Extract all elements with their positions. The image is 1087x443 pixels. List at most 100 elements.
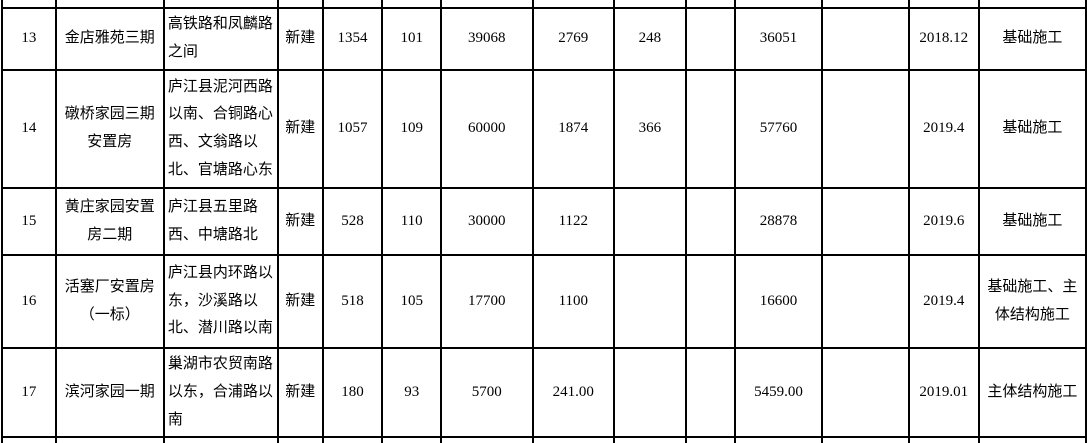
table-cell: 93 bbox=[381, 346, 443, 439]
table-cell bbox=[684, 346, 737, 439]
table-cell: 180 bbox=[321, 346, 384, 439]
table-cell bbox=[684, 187, 737, 256]
table-cell: 1874 bbox=[531, 69, 616, 189]
table-cell: 60000 bbox=[440, 69, 534, 189]
table-cell bbox=[684, 254, 737, 349]
table-cell: 高铁路和凤麟路之间 bbox=[162, 7, 279, 71]
table-cell bbox=[977, 436, 1087, 443]
table-cell bbox=[734, 436, 823, 443]
table-cell bbox=[907, 436, 980, 443]
table-cell: 滨河家园一期 bbox=[54, 346, 165, 439]
table-cell: 105 bbox=[381, 254, 443, 349]
table-cell bbox=[907, 0, 980, 9]
table-cell bbox=[613, 187, 687, 256]
table-cell: 241.00 bbox=[531, 346, 616, 439]
table-cell: 366 bbox=[613, 69, 687, 189]
table-cell: 2019.01 bbox=[907, 346, 980, 439]
table-cell: 248 bbox=[613, 7, 687, 71]
table-cell: 518 bbox=[321, 254, 384, 349]
table-cell: 2769 bbox=[531, 7, 616, 71]
table-cell bbox=[321, 436, 384, 443]
table-cell: 110 bbox=[381, 187, 443, 256]
table-cell: 庐江县内环路以东，沙溪路以北、潜川路以南 bbox=[162, 254, 279, 349]
table-cell: 基础施工、主体结构施工 bbox=[977, 254, 1087, 349]
table-cell: 基础施工 bbox=[977, 187, 1087, 256]
table-cell: 新建 bbox=[276, 7, 324, 71]
table-row: 17 滨河家园一期 巢湖市农贸南路以东，合浦路以南 新建 180 93 5700 241.00… bbox=[1, 346, 1087, 439]
table-cell bbox=[381, 0, 443, 9]
table-cell bbox=[684, 0, 737, 9]
table-cell: 1100 bbox=[531, 254, 616, 349]
table-cell: 1354 bbox=[321, 7, 384, 71]
table-cell bbox=[613, 436, 687, 443]
table-cell bbox=[162, 0, 279, 9]
table-cell: 1057 bbox=[321, 69, 384, 189]
table-cell bbox=[684, 436, 737, 443]
table-cell bbox=[321, 0, 384, 9]
table-cell: 17 bbox=[1, 346, 57, 439]
table-cell bbox=[440, 0, 534, 9]
table-cell: 2019.4 bbox=[907, 69, 980, 189]
table-row: 16 活塞厂安置房（一标） 庐江县内环路以东，沙溪路以北、潜川路以南 新建 518 105… bbox=[1, 254, 1087, 349]
table-cell: 庐江县五里路西、中塘路北 bbox=[162, 187, 279, 256]
table-cell bbox=[977, 0, 1087, 9]
table-cell: 528 bbox=[321, 187, 384, 256]
table-cell: 16600 bbox=[734, 254, 823, 349]
table-cell: 活塞厂安置房（一标） bbox=[54, 254, 165, 349]
table-cell: 28878 bbox=[734, 187, 823, 256]
table-cell: 14 bbox=[1, 69, 57, 189]
table-cell: 30000 bbox=[440, 187, 534, 256]
table-cell bbox=[820, 0, 910, 9]
table-cell: 基础施工 bbox=[977, 7, 1087, 71]
table-cell: 巢湖市农贸南路以东，合浦路以南 bbox=[162, 346, 279, 439]
table-cell bbox=[820, 346, 910, 439]
table-cell: 2019.4 bbox=[907, 254, 980, 349]
table-cell bbox=[820, 7, 910, 71]
table-cell: 17700 bbox=[440, 254, 534, 349]
table-cell: 109 bbox=[381, 69, 443, 189]
table-cell bbox=[684, 7, 737, 71]
table-cell: 36051 bbox=[734, 7, 823, 71]
table-cell bbox=[613, 254, 687, 349]
table-cell: 101 bbox=[381, 7, 443, 71]
table-cell: 基础施工 bbox=[977, 69, 1087, 189]
table-cell bbox=[531, 436, 616, 443]
table-cell bbox=[684, 69, 737, 189]
table-cell: 新建 bbox=[276, 69, 324, 189]
table-cell bbox=[820, 254, 910, 349]
table-cell: 5459.00 bbox=[734, 346, 823, 439]
table-cell: 16 bbox=[1, 254, 57, 349]
table-cell bbox=[440, 436, 534, 443]
table-cell: 礅桥家园三期安置房 bbox=[54, 69, 165, 189]
table-cell: 13 bbox=[1, 7, 57, 71]
table-cell bbox=[613, 346, 687, 439]
table-row: 15 黄庄家园安置房二期 庐江县五里路西、中塘路北 新建 528 110 30000 1122… bbox=[1, 187, 1087, 256]
table-cell bbox=[381, 436, 443, 443]
table-cell: 5700 bbox=[440, 346, 534, 439]
table-row-partial bbox=[1, 0, 1087, 9]
table-cell bbox=[734, 0, 823, 9]
table-cell: 黄庄家园安置房二期 bbox=[54, 187, 165, 256]
table-cell bbox=[1, 436, 57, 443]
table-cell bbox=[613, 0, 687, 9]
table-cell bbox=[820, 69, 910, 189]
table-cell bbox=[54, 0, 165, 9]
table-cell: 2019.6 bbox=[907, 187, 980, 256]
table-cell: 新建 bbox=[276, 187, 324, 256]
table-cell: 57760 bbox=[734, 69, 823, 189]
table-cell: 新建 bbox=[276, 346, 324, 439]
table-cell bbox=[820, 187, 910, 256]
table-cell bbox=[531, 0, 616, 9]
table-cell bbox=[162, 436, 279, 443]
table-cell: 39068 bbox=[440, 7, 534, 71]
table-cell: 15 bbox=[1, 187, 57, 256]
table-cell: 庐江县泥河西路以南、合铜路心西、文翁路以北、官塘路心东 bbox=[162, 69, 279, 189]
table-cell bbox=[820, 436, 910, 443]
table-row: 14 礅桥家园三期安置房 庐江县泥河西路以南、合铜路心西、文翁路以北、官塘路心东 新建… bbox=[1, 69, 1087, 189]
table-cell: 1122 bbox=[531, 187, 616, 256]
table-cell bbox=[276, 436, 324, 443]
table-cell bbox=[276, 0, 324, 9]
table-cell: 新建 bbox=[276, 254, 324, 349]
table-cell: 2018.12 bbox=[907, 7, 980, 71]
